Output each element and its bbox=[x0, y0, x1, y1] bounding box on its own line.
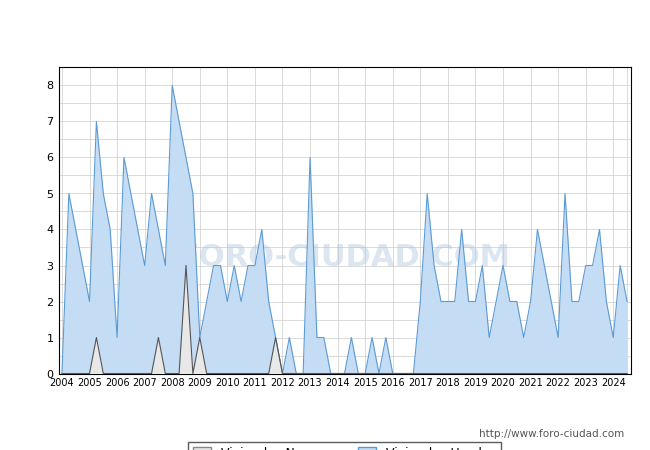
Text: FORO-CIUDAD.COM: FORO-CIUDAD.COM bbox=[179, 243, 510, 272]
Legend: Viviendas Nuevas, Viviendas Usadas: Viviendas Nuevas, Viviendas Usadas bbox=[188, 442, 501, 450]
Text: http://www.foro-ciudad.com: http://www.foro-ciudad.com bbox=[479, 429, 624, 439]
Text: Almendral - Evolucion del Nº de Transacciones Inmobiliarias: Almendral - Evolucion del Nº de Transacc… bbox=[96, 8, 554, 23]
